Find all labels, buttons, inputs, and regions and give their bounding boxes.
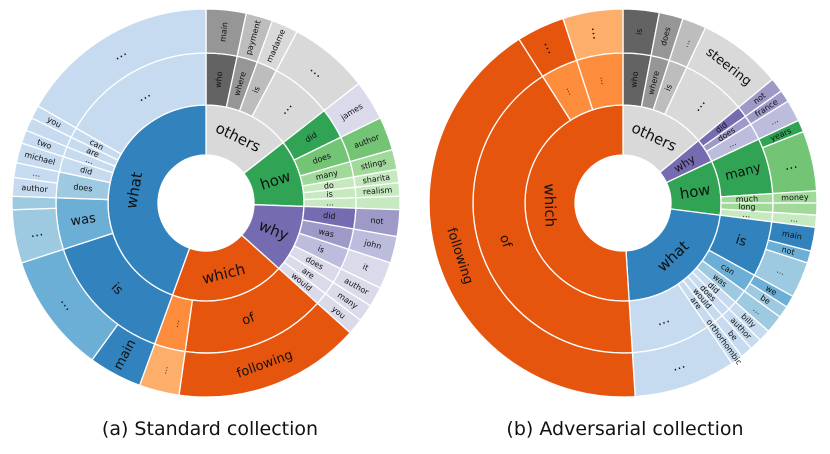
label-what-does-author: author [21,183,49,194]
segment-what-more-more [37,8,207,129]
label-others-who: who [629,71,640,88]
label-how-long: long [738,202,756,212]
label-how-is-realism: realism [363,185,393,196]
label-why-more-more: … [769,115,780,127]
label-what-was-more: … [751,305,763,317]
label-others-who-is: is [634,28,644,35]
sunburst-adversarial: otherswhoiswheredoesis……steeringwhydidno… [428,8,818,398]
segment-which-of-following [428,38,636,398]
label-what-did: did [79,165,93,177]
segment-what-was-other [11,195,57,211]
label-what-more-more: … [670,357,687,375]
label-which-more-more: … [540,38,559,56]
label-which-more: … [171,318,182,328]
label-why-more: … [726,138,737,150]
label-which-more: … [599,76,609,85]
label-how-much: much [736,194,759,204]
label-how-much-money: money [781,193,809,203]
label-others-who-main: main [218,22,229,43]
label-what-is-not: not [781,245,796,257]
label-which-of: of [496,233,514,250]
label-why-did: did [323,211,336,221]
label-which-more: … [564,85,576,96]
label-which-more-more: … [588,26,605,41]
label-how-more-more: … [790,214,799,224]
label-what-is-main: main [781,229,802,242]
label-why-did-not: not [370,216,384,226]
label-what-more: … [135,86,154,105]
label-why-was: was [318,227,335,240]
label-what-was: was [70,211,97,229]
label-what-more-more: … [111,44,130,63]
label-why-is: is [316,244,325,255]
label-what-was-more: … [29,224,44,241]
sunburst-standard: otherswhomainwherepaymentismadame……howdi… [11,8,401,398]
label-others-who: who [214,71,225,88]
label-how-do-sharita: sharita [362,173,391,186]
segment-which-more-more [562,8,624,62]
label-others-is-more: … [681,38,692,49]
label-what-more: … [84,155,95,166]
label-which: which [540,183,559,227]
segment-how-more-other [355,195,401,211]
caption-standard: (a) Standard collection [101,418,319,440]
label-what-is-more: … [775,266,786,277]
label-how-more: … [326,199,334,208]
label-how-is: is [326,190,333,199]
label-how-do: do [323,181,334,191]
caption-adversarial: (b) Adversarial collection [506,418,744,440]
label-what-does: does [73,182,93,193]
label-what-does-more: … [32,169,41,179]
label-how-many-more: … [783,157,799,174]
label-others-is: is [251,85,262,94]
label-why-was-john: john [362,238,382,251]
label-why-is-it: it [361,262,369,272]
label-others-is: is [663,83,674,92]
label-how: how [678,180,711,203]
label-what-more: … [655,311,672,329]
label-how-more: … [742,210,751,220]
label-which-of: of [240,310,257,329]
label-what-is: is [734,233,749,251]
label-which-more-more: … [159,365,170,375]
